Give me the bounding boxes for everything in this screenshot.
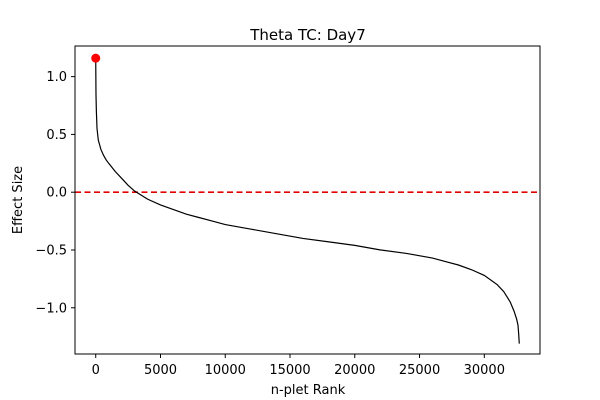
top-rank-marker [91, 53, 101, 63]
y-tick-label: 0.5 [46, 128, 67, 143]
y-axis-ticks: 1.0 0.5 0.0 −0.5 −1.0 [35, 70, 75, 316]
x-tick-label: 20000 [334, 363, 375, 378]
x-axis-ticks: 0 5000 10000 15000 20000 25000 30000 [92, 354, 505, 378]
y-tick-label: 1.0 [46, 70, 67, 85]
x-tick-label: 25000 [399, 363, 440, 378]
series-line-0 [95, 58, 520, 344]
x-axis-label: n-plet Rank [271, 383, 346, 398]
x-tick-label: 5000 [144, 363, 177, 378]
x-tick-label: 0 [92, 363, 100, 378]
y-tick-label: −1.0 [35, 301, 67, 316]
x-tick-label: 30000 [464, 363, 505, 378]
x-tick-label: 10000 [205, 363, 246, 378]
y-tick-label: −0.5 [35, 243, 67, 258]
y-tick-label: 0.0 [46, 186, 67, 201]
y-axis-label: Effect Size [11, 166, 26, 234]
chart-title: Theta TC: Day7 [249, 26, 365, 44]
plot-frame [74, 45, 541, 355]
plot-area [75, 53, 540, 344]
x-tick-label: 15000 [269, 363, 310, 378]
